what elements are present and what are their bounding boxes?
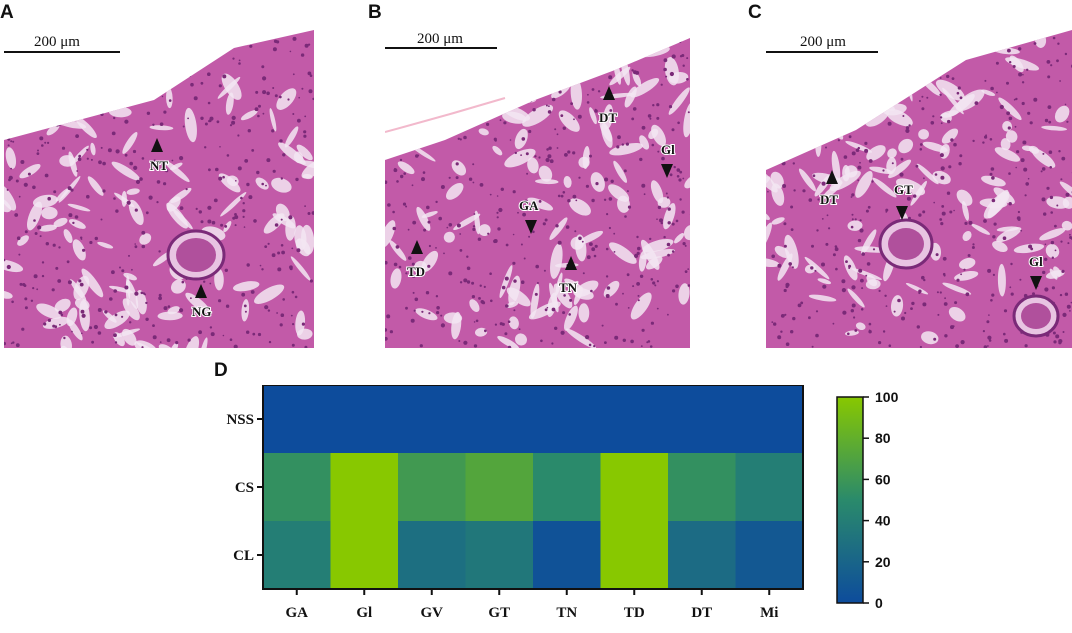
y-tick-label: CL	[233, 548, 254, 564]
x-tick-label: GT	[488, 605, 510, 621]
colorbar-tick-label: 0	[875, 595, 883, 611]
svg-text:TN: TN	[559, 280, 578, 295]
svg-text:TD: TD	[407, 264, 425, 279]
heatmap-cell	[330, 453, 399, 522]
heatmap-cell	[465, 521, 534, 590]
scale-bar-label: 200 μm	[800, 34, 846, 50]
heatmap-cell	[330, 521, 399, 590]
heatmap-cell	[600, 521, 669, 590]
heatmap-cell	[668, 521, 736, 590]
colorbar-tick-label: 100	[875, 389, 899, 405]
heatmap-cell	[735, 521, 804, 590]
marker-tn: TN	[558, 256, 579, 296]
svg-text:Gl: Gl	[661, 142, 675, 157]
svg-text:GT: GT	[894, 182, 913, 197]
marker-dt: DT	[819, 170, 839, 208]
marker-td: TD	[406, 240, 426, 280]
heatmap-cell	[533, 521, 601, 590]
scale-bar-label: 200 μm	[34, 34, 80, 50]
svg-text:NT: NT	[150, 158, 168, 173]
heatmap-cell	[330, 385, 399, 454]
heatmap-cell	[465, 385, 534, 454]
panel-label-d: D	[214, 360, 228, 381]
svg-text:DT: DT	[599, 110, 617, 125]
colorbar-tick-label: 40	[875, 513, 891, 529]
x-tick-label: Gl	[356, 605, 372, 621]
panel-label-a: A	[0, 2, 14, 23]
heatmap-cell	[735, 385, 804, 454]
panel-label-c: C	[748, 2, 762, 23]
heatmap-cell	[735, 453, 804, 522]
heatmap-chart: NSS CS CL GA Gl GV GT TN TD DT Mi 0 20 40 60 80 100	[226, 385, 899, 621]
colorbar-tick-label: 20	[875, 554, 891, 570]
heatmap-cell	[533, 453, 601, 522]
marker-ga: GA	[518, 197, 540, 234]
heatmap-cell	[398, 385, 466, 454]
marker-dt: DT	[598, 86, 618, 126]
heatmap-cell	[600, 385, 669, 454]
marker-gl: Gl	[1028, 253, 1044, 290]
x-tick-label: Mi	[760, 605, 778, 621]
y-tick-label: CS	[235, 480, 254, 496]
x-tick-label: DT	[691, 605, 712, 621]
heatmap-cell	[600, 453, 669, 522]
heatmap-cell	[263, 521, 331, 590]
colorbar-tick-label: 60	[875, 471, 891, 487]
x-tick-label: TD	[624, 605, 645, 621]
svg-text:NG: NG	[192, 304, 212, 319]
colorbar-tick-label: 80	[875, 430, 891, 446]
heatmap-cell	[668, 385, 736, 454]
heatmap-cell	[465, 453, 534, 522]
panel-label-b: B	[368, 2, 382, 23]
micrograph-panel-a: 200 μm NT NG	[4, 30, 314, 348]
x-tick-label: GV	[421, 605, 444, 621]
heatmap-cell	[398, 453, 466, 522]
heatmap-cell	[668, 453, 736, 522]
x-tick-label: TN	[556, 605, 577, 621]
scale-bar-label: 200 μm	[417, 31, 463, 47]
heatmap-cell	[533, 385, 601, 454]
svg-text:GA: GA	[519, 198, 539, 213]
heatmap-cell	[263, 385, 331, 454]
heatmap-cell	[398, 521, 466, 590]
micrograph-panel-c: 200 μm DT GT Gl	[766, 30, 1072, 348]
marker-gt: GT	[893, 181, 914, 220]
y-tick-label: NSS	[226, 412, 254, 428]
marker-nt: NT	[149, 138, 169, 174]
marker-ng: NG	[191, 284, 213, 320]
marker-gl: Gl	[660, 141, 676, 178]
micrograph-panel-b: 200 μm DT Gl GA TD TN	[385, 30, 695, 348]
svg-text:Gl: Gl	[1029, 254, 1043, 269]
colorbar	[836, 396, 864, 604]
svg-text:DT: DT	[820, 192, 838, 207]
x-tick-label: GA	[286, 605, 309, 621]
heatmap-cell	[263, 453, 331, 522]
